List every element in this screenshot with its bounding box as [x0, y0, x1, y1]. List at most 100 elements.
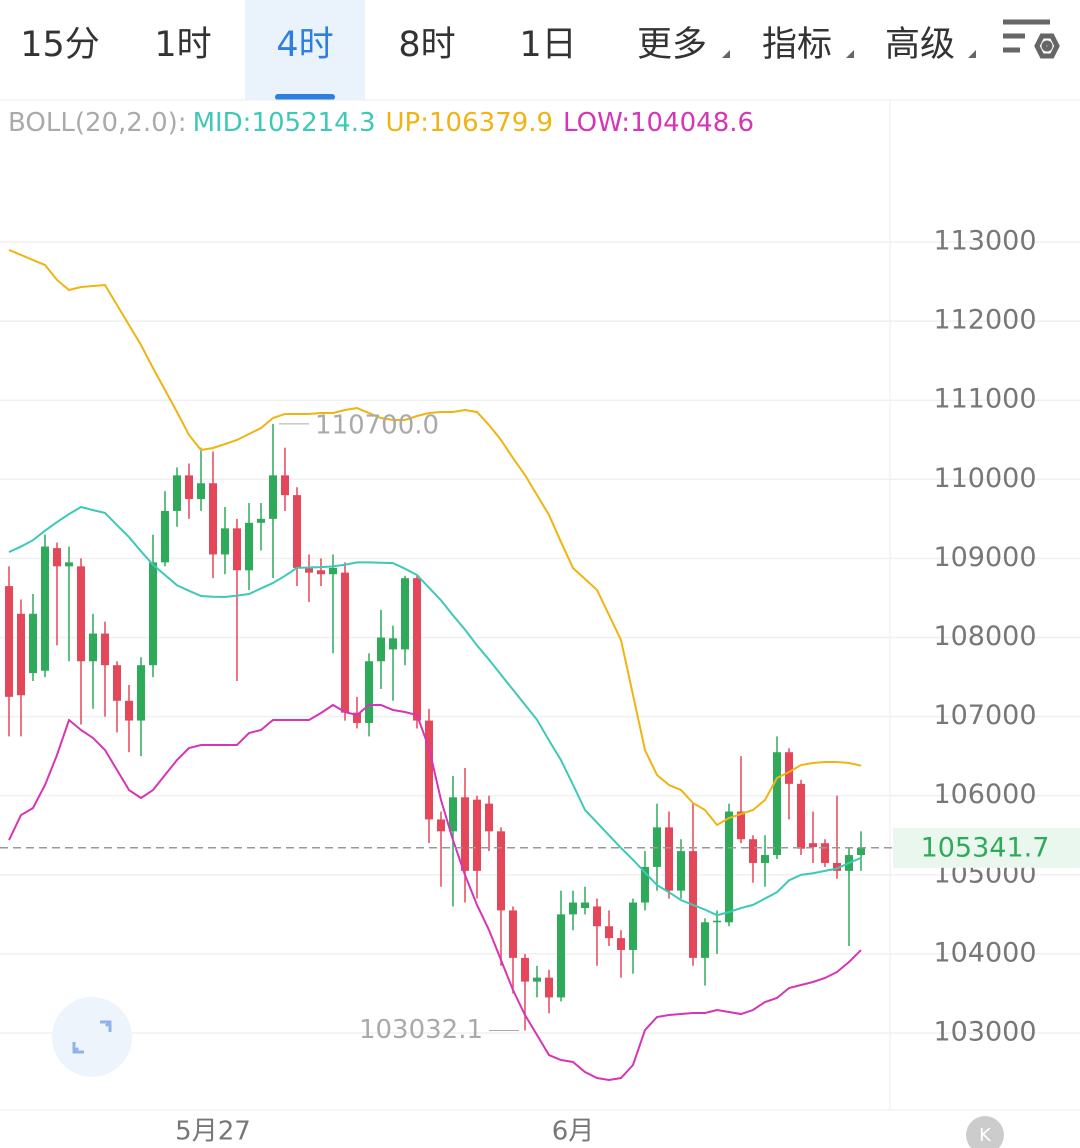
candle-body	[617, 938, 625, 950]
candle-body	[713, 920, 721, 923]
low-label: 103032.1	[359, 1015, 483, 1045]
candle-body	[173, 475, 181, 511]
candle-body	[677, 851, 685, 891]
candle-body	[797, 783, 805, 849]
y-tick-label: 113000	[933, 225, 1036, 256]
candle-body	[569, 902, 577, 915]
candle-body	[53, 548, 61, 567]
candle-body	[341, 572, 349, 713]
candle-body	[401, 578, 409, 650]
candle-body	[785, 752, 793, 784]
y-tick-label: 104000	[933, 937, 1036, 968]
candle-body	[353, 712, 361, 723]
high-label: 110700.0	[315, 410, 439, 440]
candle-body	[329, 567, 337, 575]
candle-body	[185, 475, 193, 500]
candle-body	[5, 586, 13, 697]
indicator-legend: BOLL(20,2.0): MID:105214.3 UP:106379.9 LOW:…	[8, 108, 754, 138]
candle-body	[605, 926, 613, 939]
candle-body	[89, 633, 97, 662]
candle-body	[137, 665, 145, 721]
candle-body	[209, 483, 217, 555]
tab[interactable]: 1日	[519, 25, 576, 65]
candle-body	[857, 847, 865, 856]
tab[interactable]: 1时	[154, 25, 211, 65]
candle-body	[581, 902, 589, 909]
candle-body	[305, 567, 313, 573]
y-tick-label: 112000	[933, 305, 1036, 336]
candle-body	[533, 977, 541, 982]
candle-body	[317, 570, 325, 575]
candle-body	[281, 475, 289, 496]
tab-indicator	[275, 94, 335, 100]
candle-body	[545, 977, 553, 998]
tab[interactable]: 指标	[762, 25, 832, 65]
candle-body	[593, 906, 601, 927]
candle-body	[389, 638, 397, 650]
k-button[interactable]	[966, 1116, 1004, 1148]
candle-body	[125, 700, 133, 721]
candle-body	[161, 510, 169, 563]
candle-body	[833, 862, 841, 871]
candle-body	[737, 811, 745, 840]
candle-body	[101, 633, 109, 666]
settings-icon[interactable]	[1003, 19, 1060, 59]
boll-line	[8, 703, 862, 1082]
candle-body	[293, 495, 301, 568]
candle-body	[449, 797, 457, 832]
candle-body	[509, 910, 517, 958]
candle-body	[461, 797, 469, 871]
candle-body	[437, 819, 445, 832]
tab[interactable]: 8时	[398, 25, 455, 65]
candle-body	[377, 637, 385, 662]
legend-up: UP:106379.9	[386, 108, 554, 138]
y-tick-label: 103000	[933, 1017, 1036, 1048]
candle-body	[233, 528, 241, 571]
legend-mid: MID:105214.3	[193, 108, 376, 138]
candle-body	[497, 831, 505, 911]
y-tick-label: 111000	[933, 384, 1036, 415]
candle-body	[557, 914, 565, 998]
candle-body	[413, 578, 421, 721]
dropdown-arrows	[722, 50, 976, 58]
candle-body	[641, 866, 649, 903]
last-price-label: 105341.7	[921, 832, 1050, 863]
candle-body	[113, 665, 121, 701]
y-tick-label: 108000	[933, 621, 1036, 652]
candle-body	[665, 827, 673, 891]
tab[interactable]: 4时	[276, 25, 333, 65]
candle-body	[701, 922, 709, 958]
x-tick-label: 5月27	[175, 1117, 251, 1147]
candle-body	[149, 562, 157, 666]
y-tick-label: 106000	[933, 779, 1036, 810]
candle-body	[749, 839, 757, 863]
candle-body	[821, 843, 829, 863]
indicator-name: BOLL(20,2.0):	[8, 108, 187, 138]
candle-body	[365, 661, 373, 723]
candle-body	[761, 855, 769, 863]
candle-body	[41, 546, 49, 671]
candle-body	[269, 475, 277, 519]
last-price-box	[893, 827, 1080, 868]
legend-low: LOW:104048.6	[563, 108, 754, 138]
y-tick-label: 110000	[933, 463, 1036, 494]
candle-body	[773, 752, 781, 856]
tab[interactable]: 15分	[20, 25, 100, 65]
candle-body	[221, 528, 229, 555]
y-tick-label: 107000	[933, 700, 1036, 731]
tab[interactable]: 高级	[885, 25, 955, 65]
candle-body	[473, 799, 481, 871]
candle-body	[77, 566, 85, 662]
candle-body	[725, 811, 733, 923]
candle-body	[245, 522, 253, 571]
candle-body	[809, 843, 817, 848]
candle-body	[29, 613, 37, 674]
y-tick-label: 109000	[933, 542, 1036, 573]
tab-selected-bg	[245, 0, 365, 100]
expand-button[interactable]	[52, 997, 132, 1077]
candle-body	[425, 720, 433, 820]
candle-body	[521, 957, 529, 982]
x-tick-label: 6月	[552, 1117, 595, 1147]
tab[interactable]: 更多	[637, 25, 707, 65]
